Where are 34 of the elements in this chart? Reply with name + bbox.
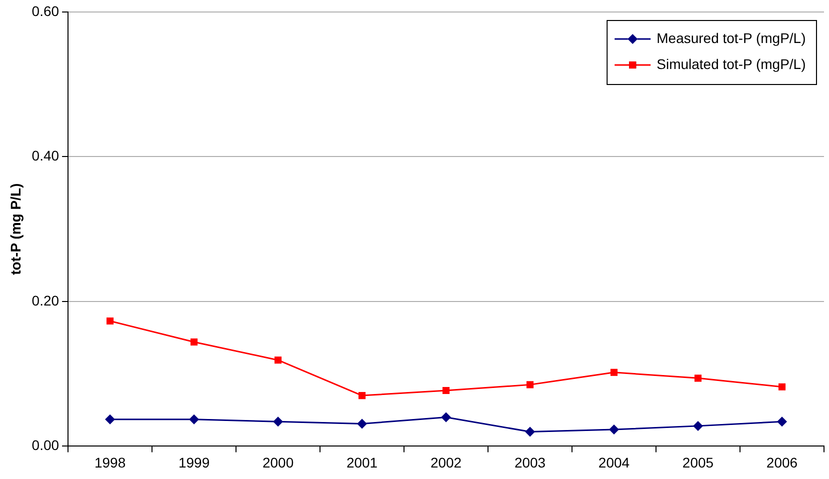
x-tick-label: 2004 bbox=[598, 454, 630, 470]
point bbox=[273, 416, 284, 427]
y-axis-title: tot-P (mg P/L) bbox=[7, 183, 24, 275]
x-tick-label: 2002 bbox=[430, 454, 462, 470]
x-tick-label: 1998 bbox=[94, 454, 126, 470]
y-tick-label: 0.20 bbox=[32, 292, 60, 308]
point bbox=[274, 356, 282, 364]
point bbox=[442, 386, 450, 394]
legend-label: Simulated tot-P (mgP/L) bbox=[656, 56, 806, 72]
x-tick-label: 2003 bbox=[514, 454, 546, 470]
point bbox=[106, 317, 114, 325]
x-tick-label: 2006 bbox=[766, 454, 798, 470]
legend-label: Measured tot-P (mgP/L) bbox=[656, 30, 806, 46]
point bbox=[105, 414, 116, 424]
point bbox=[693, 420, 704, 431]
point bbox=[526, 381, 534, 388]
point bbox=[694, 374, 702, 382]
point bbox=[189, 414, 200, 424]
x-tick-label: 1999 bbox=[178, 454, 210, 470]
point bbox=[358, 392, 366, 400]
point bbox=[190, 338, 198, 346]
point bbox=[525, 426, 536, 437]
y-tick-label: 0.00 bbox=[32, 437, 60, 454]
x-tick-label: 2001 bbox=[346, 454, 378, 470]
point bbox=[777, 416, 788, 427]
x-tick-label: 2005 bbox=[682, 454, 714, 470]
point bbox=[609, 424, 620, 435]
point bbox=[610, 368, 618, 376]
point bbox=[441, 412, 452, 422]
point bbox=[357, 418, 368, 429]
y-tick-label: 0.60 bbox=[32, 2, 60, 19]
point bbox=[778, 383, 786, 390]
y-tick-label: 0.40 bbox=[32, 148, 60, 164]
x-tick-label: 2000 bbox=[262, 454, 294, 470]
